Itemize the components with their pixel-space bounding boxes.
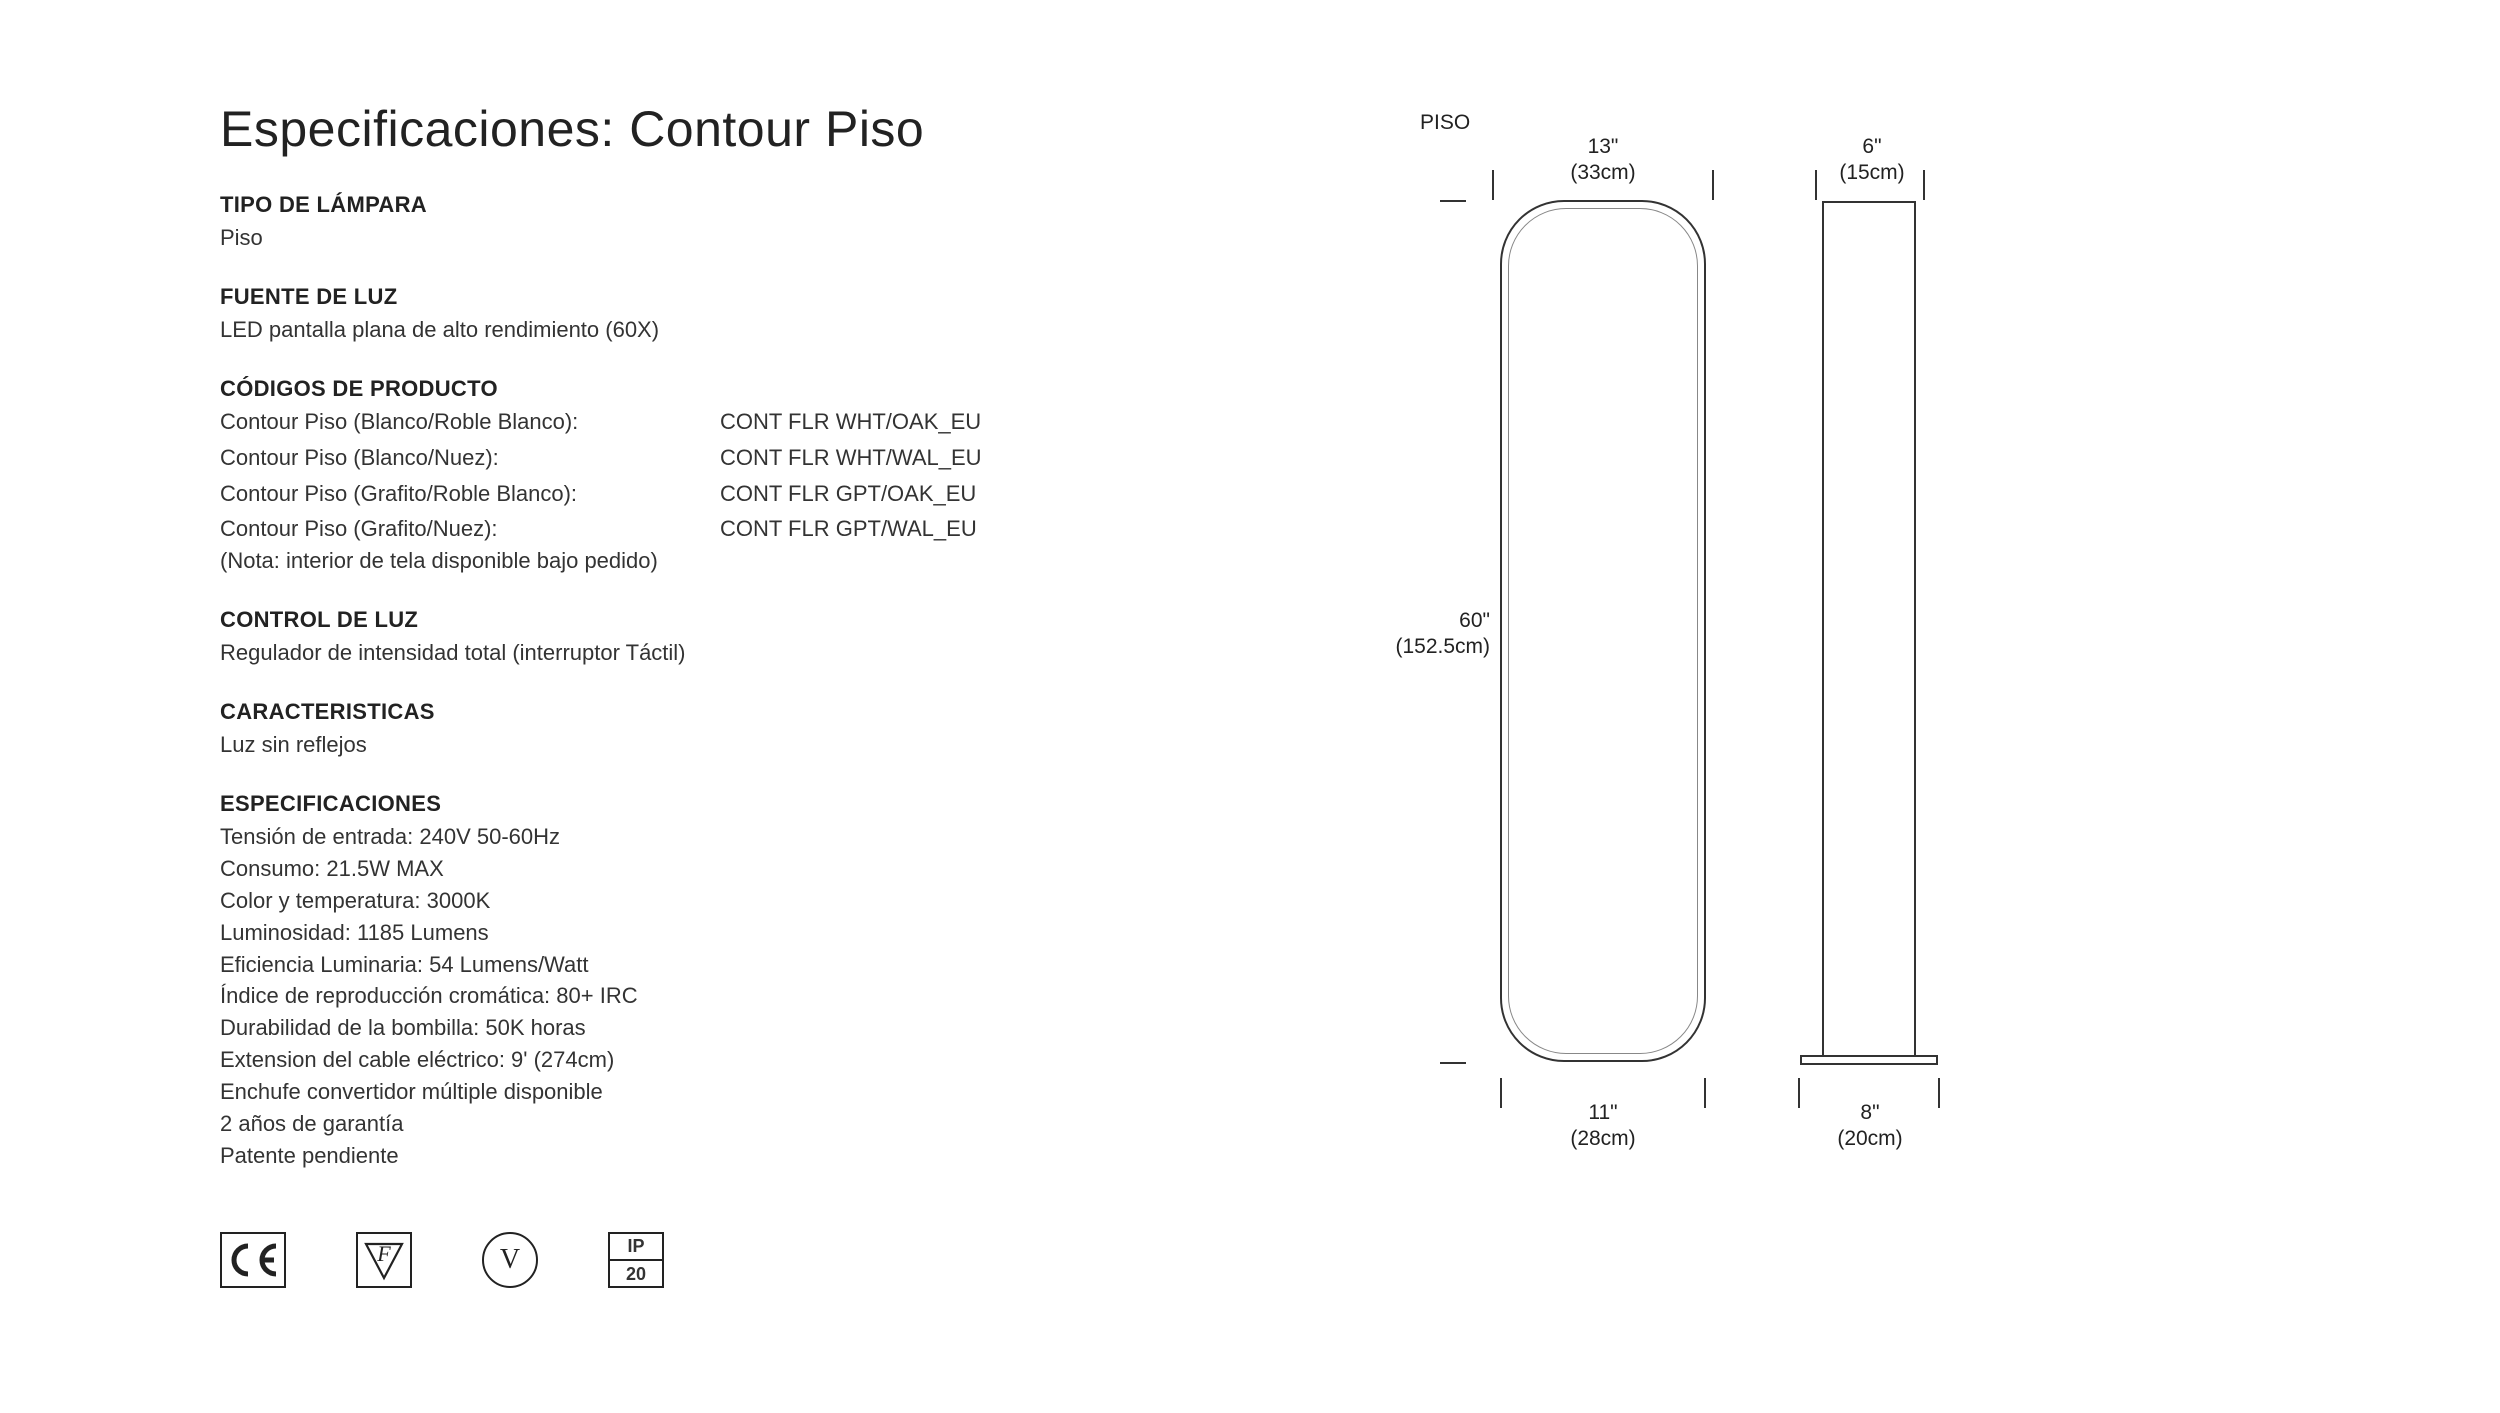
ip-rating-value: 20: [610, 1259, 662, 1283]
product-code-value: CONT FLR GPT/WAL_EU: [720, 513, 1180, 545]
spec-line: Eficiencia Luminaria: 54 Lumens/Watt: [220, 949, 1180, 981]
svg-text:V: V: [500, 1244, 520, 1275]
dim-side-base: 8" (20cm): [1830, 1100, 1910, 1153]
dim-tick: [1815, 170, 1817, 200]
spec-line: Índice de reproducción cromática: 80+ IR…: [220, 980, 1180, 1012]
product-code-label: Contour Piso (Grafito/Roble Blanco):: [220, 478, 720, 510]
spec-line: Patente pendiente: [220, 1140, 1180, 1172]
ip-label: IP: [627, 1237, 644, 1255]
f-triangle-mark-icon: F: [356, 1232, 412, 1288]
light-source-value: LED pantalla plana de alto rendimiento (…: [220, 314, 1180, 346]
spec-line: 2 años de garantía: [220, 1108, 1180, 1140]
lamp-front-outline: [1500, 200, 1706, 1062]
light-control-value: Regulador de intensidad total (interrupt…: [220, 637, 1180, 669]
dim-tick: [1712, 170, 1714, 200]
ce-mark-icon: [220, 1232, 286, 1288]
spec-text-column: Especificaciones: Contour Piso TIPO DE L…: [220, 100, 1180, 1413]
lamp-side-body: [1822, 201, 1916, 1055]
dim-tick: [1704, 1078, 1706, 1108]
product-code-label: Contour Piso (Grafito/Nuez):: [220, 513, 720, 545]
specifications-list: Tensión de entrada: 240V 50-60Hz Consumo…: [220, 821, 1180, 1172]
features-value: Luz sin reflejos: [220, 729, 1180, 761]
svg-text:F: F: [376, 1241, 391, 1266]
product-codes-grid: Contour Piso (Blanco/Roble Blanco): CONT…: [220, 406, 1180, 546]
dim-front-top: 13" (33cm): [1553, 134, 1653, 187]
page-title: Especificaciones: Contour Piso: [220, 100, 1180, 158]
product-code-label: Contour Piso (Blanco/Roble Blanco):: [220, 406, 720, 438]
v-circle-mark-icon: V: [482, 1232, 538, 1288]
dim-tick: [1500, 1078, 1502, 1108]
spec-line: Color y temperatura: 3000K: [220, 885, 1180, 917]
lamp-side-base: [1800, 1055, 1938, 1065]
spec-line: Luminosidad: 1185 Lumens: [220, 917, 1180, 949]
product-code-value: CONT FLR WHT/OAK_EU: [720, 406, 1180, 438]
spec-line: Durabilidad de la bombilla: 50K horas: [220, 1012, 1180, 1044]
specifications-head: ESPECIFICACIONES: [220, 791, 1180, 817]
diagram-title: PISO: [1420, 110, 1470, 136]
product-code-value: CONT FLR WHT/WAL_EU: [720, 442, 1180, 474]
dim-tick: [1440, 200, 1466, 202]
product-code-label: Contour Piso (Blanco/Nuez):: [220, 442, 720, 474]
product-code-value: CONT FLR GPT/OAK_EU: [720, 478, 1180, 510]
dim-tick: [1492, 170, 1494, 200]
dim-front-height: 60" (152.5cm): [1380, 608, 1490, 661]
ip-rating-icon: IP 20: [608, 1232, 664, 1288]
dim-side-top: 6" (15cm): [1832, 134, 1912, 187]
lamp-front-base: [1500, 1061, 1706, 1065]
lamp-type-value: Piso: [220, 222, 1180, 254]
dim-tick: [1798, 1078, 1800, 1108]
certification-row: F V IP 20: [220, 1232, 1180, 1288]
spec-line: Consumo: 21.5W MAX: [220, 853, 1180, 885]
diagram-column: PISO 13" (33cm) 60" (152.5cm) 11" (28cm): [1320, 100, 2280, 1413]
spec-line: Tensión de entrada: 240V 50-60Hz: [220, 821, 1180, 853]
dim-tick: [1923, 170, 1925, 200]
lamp-front-inner-outline: [1508, 208, 1698, 1054]
product-codes-head: CÓDIGOS DE PRODUCTO: [220, 376, 1180, 402]
dim-tick: [1440, 1062, 1466, 1064]
spec-line: Extension del cable eléctrico: 9' (274cm…: [220, 1044, 1180, 1076]
product-codes-note: (Nota: interior de tela disponible bajo …: [220, 545, 1180, 577]
dim-tick: [1938, 1078, 1940, 1108]
light-control-head: CONTROL DE LUZ: [220, 607, 1180, 633]
features-head: CARACTERISTICAS: [220, 699, 1180, 725]
spec-line: Enchufe convertidor múltiple disponible: [220, 1076, 1180, 1108]
light-source-head: FUENTE DE LUZ: [220, 284, 1180, 310]
dim-front-base: 11" (28cm): [1553, 1100, 1653, 1153]
lamp-type-head: TIPO DE LÁMPARA: [220, 192, 1180, 218]
